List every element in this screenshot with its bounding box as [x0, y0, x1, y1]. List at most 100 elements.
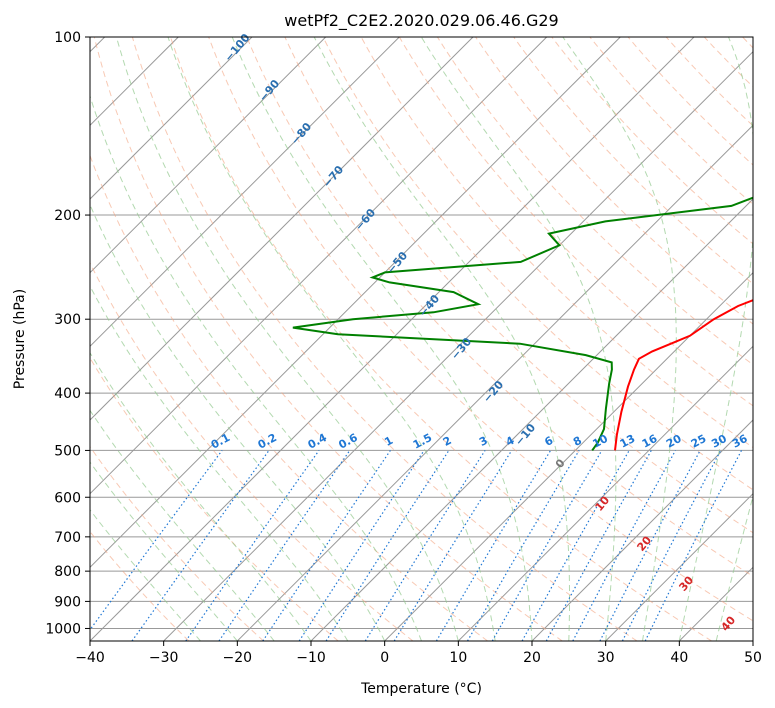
mixing-ratio-line — [262, 450, 391, 641]
x-tick-label: 50 — [744, 650, 762, 666]
dry-adiabat-label: −20 — [480, 378, 506, 405]
moist-adiabat-line — [420, 37, 617, 641]
isotherm-line — [163, 50, 753, 641]
dry-adiabat-line — [436, 37, 753, 366]
moist-adiabat-label: 40 — [718, 613, 738, 633]
dry-adiabat-line — [627, 37, 753, 166]
moist-adiabat-line — [167, 37, 496, 641]
isotherm-line — [236, 124, 753, 641]
mixing-ratio-line — [435, 450, 552, 641]
dry-adiabat-label: −40 — [416, 292, 442, 319]
mixing-ratio-line — [298, 450, 425, 641]
moist-adiabat-line — [313, 37, 570, 641]
dry-adiabat-label: −80 — [288, 120, 314, 147]
moist-adiabat-label: 10 — [592, 493, 612, 513]
y-tick-label: 500 — [54, 443, 81, 459]
plot-frame — [89, 36, 754, 642]
x-tick-label: −30 — [149, 650, 179, 666]
moist-adiabat-line — [115, 37, 459, 641]
moist-adiabat-line — [715, 494, 753, 641]
axes: −40 −30 −20 −10 0 10 20 30 40 5010020030040050060… — [45, 30, 762, 666]
y-tick-label: 200 — [54, 208, 81, 224]
moist-adiabat-label: 30 — [676, 573, 696, 593]
mixing-ratio-line — [218, 450, 351, 641]
isotherm-line — [90, 37, 253, 200]
isotherm-line — [310, 198, 753, 641]
isotherm-line — [90, 37, 548, 495]
dry-adiabat-line — [703, 37, 753, 88]
mixing-ratio-line — [621, 450, 722, 641]
mixing-ratio-line — [599, 450, 701, 641]
isotherm-line — [752, 640, 753, 641]
isotherm-line — [90, 37, 621, 569]
moist-adiabat-line — [90, 351, 312, 641]
dry-adiabat-line — [398, 37, 753, 407]
x-tick-label: 40 — [670, 650, 688, 666]
mixing-ratio-line — [466, 450, 580, 641]
isotherm-line — [605, 492, 753, 641]
dry-adiabat-line — [90, 357, 339, 641]
isotherm-line — [90, 37, 474, 421]
dry-adiabat-line — [246, 37, 753, 577]
y-tick-label: 800 — [54, 564, 81, 580]
isotherm-line — [384, 271, 753, 641]
x-tick-label: −40 — [75, 650, 105, 666]
x-tick-label: 0 — [380, 650, 389, 666]
dry-adiabat-line — [742, 37, 753, 49]
mixing-ratio-label: 16 — [640, 432, 660, 451]
dry-adiabat-label: −100 — [222, 31, 253, 64]
y-tick-label: 700 — [54, 530, 81, 546]
mixing-ratio-line — [572, 450, 677, 641]
moist-adiabat-line — [231, 37, 533, 641]
dry-adiabat-line — [322, 37, 753, 491]
moist-adiabat-line — [90, 509, 201, 641]
mixing-ratio-label: 8 — [571, 434, 584, 449]
dry-adiabat-line — [90, 261, 414, 641]
moist-adiabat-line — [90, 461, 238, 641]
dry-adiabat-line — [513, 37, 753, 285]
isotherm-line — [90, 37, 400, 348]
mixing-ratio-label: 25 — [689, 432, 709, 451]
mixing-ratio-label: 36 — [730, 432, 750, 451]
dry-adiabat-line — [90, 445, 264, 641]
x-tick-label: 10 — [449, 650, 467, 666]
mixing-ratio-line — [644, 450, 743, 641]
x-tick-label: −20 — [223, 650, 253, 666]
mixing-ratio-line — [491, 450, 603, 641]
y-tick-label: 400 — [54, 386, 81, 402]
mixing-ratio-label: 10 — [590, 432, 610, 451]
isotherm-line — [457, 345, 753, 641]
dry-adiabat-line — [208, 37, 753, 622]
y-tick-label: 600 — [54, 490, 81, 506]
dewpoint-line — [292, 196, 753, 451]
moist-adiabat-line — [678, 37, 753, 641]
moist-adiabat-line — [562, 37, 677, 641]
moist-adiabat-line — [90, 285, 349, 641]
y-tick-label: 1000 — [45, 621, 81, 637]
mixing-ratio-line — [90, 450, 223, 631]
moist-adiabat-line — [90, 409, 275, 641]
dry-adiabat-line — [551, 37, 753, 245]
moist-adiabat-line — [90, 203, 386, 641]
dry-adiabat-label: −50 — [384, 249, 410, 276]
isotherm-line — [531, 419, 753, 641]
mixing-ratio-label: 30 — [709, 432, 729, 451]
mixing-ratio-line — [521, 450, 630, 641]
isopleth-labels: 0.1 0.2 0.4 0.6 1 1.5 2 3 4 6 8 10 13 16 20 25 30 36−100−… — [209, 31, 750, 634]
dry-adiabat-line — [90, 530, 190, 641]
dry-adiabat-line — [131, 37, 638, 641]
mixing-ratio-label: 20 — [664, 432, 684, 451]
dry-adiabat-label: −10 — [512, 421, 538, 448]
mixing-ratio-label: 2 — [441, 434, 454, 449]
dry-adiabat-line — [93, 37, 563, 641]
mixing-ratio-label: 1 — [382, 434, 395, 449]
dry-adiabat-line — [475, 37, 753, 325]
isotherm-line — [678, 566, 753, 641]
dry-adiabat-label: −30 — [448, 335, 474, 362]
mixing-ratio-line — [364, 450, 486, 641]
moist-adiabat-line — [90, 94, 422, 641]
profile-lines — [292, 196, 753, 451]
y-tick-label: 900 — [54, 594, 81, 610]
mixing-ratio-line — [185, 450, 320, 641]
